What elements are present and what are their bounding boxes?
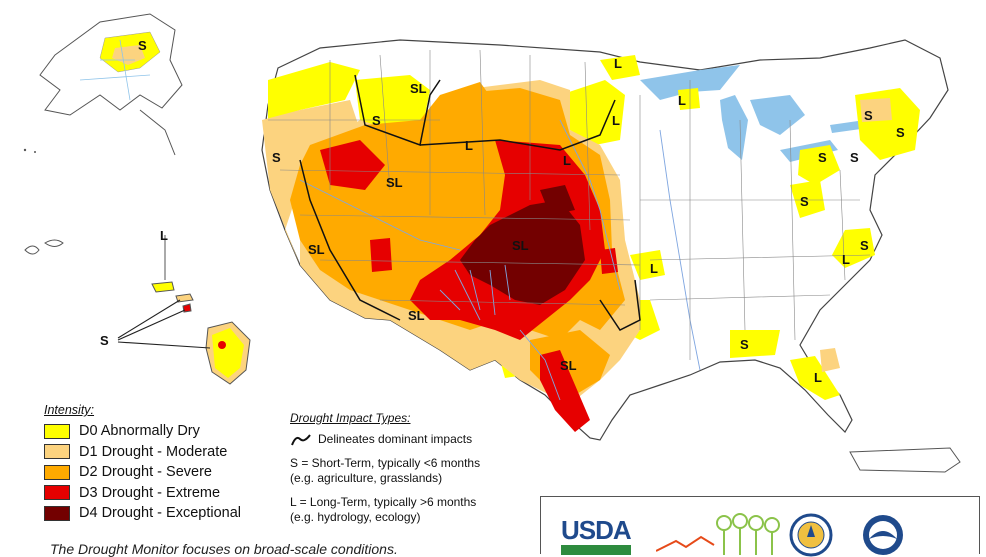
map-label: L <box>614 56 622 71</box>
map-label: L <box>160 228 168 243</box>
long-term-text: L = Long-Term, typically >6 months <box>290 495 477 509</box>
delineates-text: Delineates dominant impacts <box>318 432 473 446</box>
hawaii <box>24 235 251 385</box>
impact-types: Drought Impact Types: Delineates dominan… <box>290 411 540 534</box>
usda-logo-bar <box>561 545 631 555</box>
boundary-line-icon <box>291 433 311 445</box>
footnote: The Drought Monitor focuses on broad-sca… <box>50 541 398 557</box>
short-term-example: (e.g. agriculture, grasslands) <box>290 471 443 485</box>
map-label: S <box>860 238 869 253</box>
map-label: S <box>850 150 859 165</box>
long-term-example: (e.g. hydrology, ecology) <box>290 510 421 524</box>
short-term-text: S = Short-Term, typically <6 months <box>290 456 481 470</box>
map-label: S <box>818 150 827 165</box>
map-label: SL <box>408 308 425 323</box>
map-label: S <box>896 125 905 140</box>
map-label: S <box>372 113 381 128</box>
legend-item-d2: D2 Drought - Severe <box>44 462 284 483</box>
intensity-legend: Intensity: D0 Abnormally Dry D1 Drought … <box>44 403 284 524</box>
map-label: SL <box>308 242 325 257</box>
noaa-logo <box>863 515 903 555</box>
legend-swatch <box>44 423 70 439</box>
legend-item-d1: D1 Drought - Moderate <box>44 442 284 463</box>
short-term-row: S = Short-Term, typically <6 months (e.g… <box>290 456 540 486</box>
usda-logo: USDA <box>561 515 632 545</box>
map-label: L <box>678 93 686 108</box>
map-label: L <box>814 370 822 385</box>
legend-item-d4: D4 Drought - Exceptional <box>44 503 284 524</box>
legend-label: D1 Drought - Moderate <box>79 443 228 460</box>
map-label: L <box>842 252 850 267</box>
legend-item-d0: D0 Abnormally Dry <box>44 421 284 442</box>
legend-item-d3: D3 Drought - Extreme <box>44 483 284 504</box>
map-label: S <box>100 333 109 348</box>
map-label: L <box>563 153 571 168</box>
legend-swatch <box>44 444 70 460</box>
impact-types-title: Drought Impact Types: <box>290 411 411 425</box>
legend-label: D4 Drought - Exceptional <box>79 505 241 522</box>
map-label: SL <box>386 175 403 190</box>
state-boundaries <box>268 49 871 360</box>
commerce-seal <box>789 513 833 557</box>
map-label: SL <box>560 358 577 373</box>
map-label: L <box>612 113 620 128</box>
impact-boundaries <box>299 74 641 331</box>
map-label: S <box>138 38 147 53</box>
map-label: L <box>465 138 473 153</box>
map-label: SL <box>410 81 427 96</box>
drought-center-logo <box>656 513 780 555</box>
legend-swatch <box>44 464 70 480</box>
legend-swatch <box>44 505 70 521</box>
puerto-rico <box>849 447 961 473</box>
legend-label: D2 Drought - Severe <box>79 464 212 481</box>
map-label: SL <box>512 238 529 253</box>
legend-label: D0 Abnormally Dry <box>79 423 200 440</box>
impact-labels: S L SL L S SL S L SL L SL SL SL L L S S … <box>100 38 905 385</box>
map-label: L <box>650 261 658 276</box>
delineates-row: Delineates dominant impacts <box>290 432 540 447</box>
map-label: S <box>800 194 809 209</box>
legend-title: Intensity: <box>44 403 95 417</box>
map-label: S <box>864 108 873 123</box>
long-term-row: L = Long-Term, typically >6 months (e.g.… <box>290 495 540 525</box>
agency-logos: USDA <box>540 496 980 557</box>
legend-label: D3 Drought - Extreme <box>79 484 221 501</box>
map-label: S <box>272 150 281 165</box>
map-label: S <box>740 337 749 352</box>
legend-swatch <box>44 485 70 501</box>
alaska <box>23 13 183 156</box>
